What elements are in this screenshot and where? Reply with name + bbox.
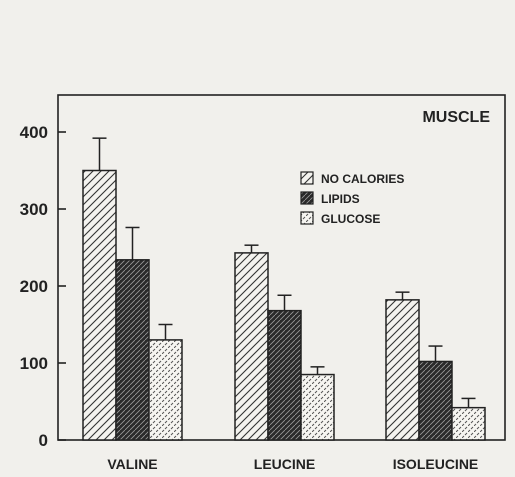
category-label-isoleucine: ISOLEUCINE: [393, 456, 479, 472]
y-tick-label-400: 400: [20, 123, 48, 142]
legend-swatch-lipids: [300, 191, 314, 205]
y-tick-label-0: 0: [39, 431, 48, 450]
bar-isoleucine-no-calories: [385, 299, 420, 441]
bar-leucine-lipids: [267, 309, 302, 441]
bar-isoleucine-glucose: [451, 406, 486, 441]
bar-valine-lipids: [115, 259, 150, 441]
y-axis: 0 100 200 300 400: [20, 123, 66, 450]
x-axis: VALINE LEUCINE ISOLEUCINE: [107, 456, 478, 472]
bar-leucine-no-calories: [234, 252, 269, 441]
chart-title: MUSCLE: [422, 109, 490, 126]
legend-label-no-calories: NO CALORIES: [321, 172, 404, 186]
bar-valine-glucose: [148, 339, 183, 441]
bar-leucine-glucose: [300, 373, 335, 441]
legend-swatch-no-calories: [300, 171, 314, 185]
category-label-leucine: LEUCINE: [254, 456, 315, 472]
legend-label-glucose: GLUCOSE: [321, 212, 380, 226]
legend-label-lipids: LIPIDS: [321, 192, 360, 206]
bar-isoleucine-lipids: [418, 360, 453, 441]
bars: [82, 137, 486, 441]
y-tick-label-200: 200: [20, 277, 48, 296]
bar-valine-no-calories: [82, 169, 117, 441]
category-label-valine: VALINE: [107, 456, 157, 472]
legend: NO CALORIES LIPIDS GLUCOSE: [300, 171, 404, 226]
legend-swatch-glucose: [300, 211, 314, 225]
y-tick-label-300: 300: [20, 200, 48, 219]
y-tick-label-100: 100: [20, 354, 48, 373]
